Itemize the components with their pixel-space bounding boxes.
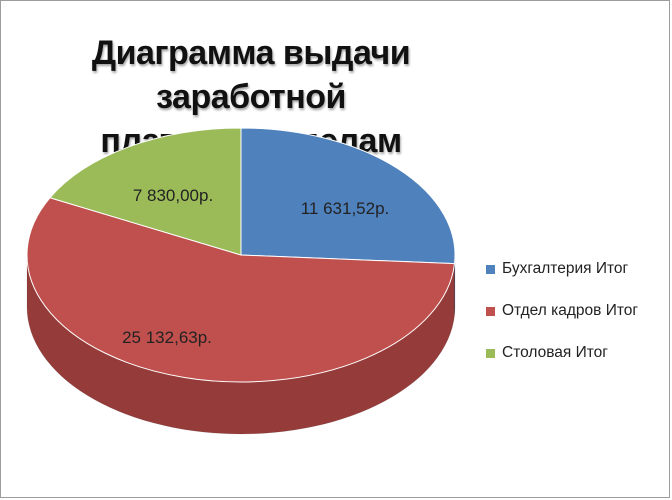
data-label-2: 7 830,00р.: [133, 186, 213, 205]
pie-slice-1: [26, 197, 456, 383]
legend-label-0: Бухгалтерия Итог: [502, 260, 629, 277]
chart-title-line-1: Диаграмма выдачи заработной: [91, 34, 411, 116]
data-label-0: 11 631,52р.: [301, 199, 390, 218]
legend-label-2: Столовая Итог: [502, 344, 608, 361]
legend-swatch-0: [486, 264, 495, 274]
legend-item-1: Отдел кадров Итог: [486, 301, 638, 321]
legend-label-1: Отдел кадров Итог: [502, 302, 639, 319]
data-label-1: 25 132,63р.: [122, 328, 212, 347]
pie-slice-0: [240, 127, 456, 265]
legend-swatch-2: [486, 348, 495, 358]
legend: Бухгалтерия Итог Отдел кадров Итог Столова…: [486, 259, 638, 385]
legend-item-0: Бухгалтерия Итог: [486, 259, 638, 279]
pie-slice-2: [49, 127, 242, 256]
legend-swatch-1: [486, 306, 495, 316]
legend-item-2: Столовая Итог: [486, 343, 638, 363]
